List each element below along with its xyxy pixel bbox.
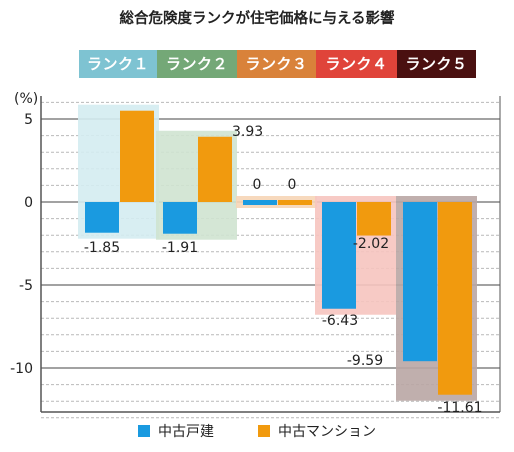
bar — [243, 200, 277, 205]
rank-label-2: ランク２ — [157, 50, 237, 78]
data-label: -11.61 — [437, 400, 482, 416]
data-label: 0 — [288, 177, 297, 193]
data-label: 0 — [253, 177, 262, 193]
bar — [357, 202, 391, 236]
legend: 中古戸建 中古マンション — [0, 421, 514, 441]
bar — [322, 202, 356, 309]
y-tick-label: 5 — [24, 112, 33, 128]
legend-swatch-detached-house — [138, 425, 150, 437]
rank-label-4: ランク４ — [316, 50, 397, 78]
data-label: -9.59 — [347, 353, 383, 369]
rank-label-3: ランク３ — [237, 50, 316, 78]
rank-label-5: ランク５ — [397, 50, 476, 78]
chart-title: 総合危険度ランクが住宅価格に与える影響 — [119, 11, 395, 27]
bar — [163, 202, 197, 234]
legend-swatch-condominium — [258, 425, 270, 437]
y-tick-label: 0 — [24, 195, 33, 211]
bar — [85, 202, 119, 233]
data-label: -1.85 — [84, 240, 120, 256]
bar — [120, 110, 154, 202]
legend-item-detached-house: 中古戸建 — [138, 421, 214, 441]
legend-label-detached-house: 中古戸建 — [158, 424, 214, 440]
data-label: -6.43 — [322, 313, 358, 329]
bar — [438, 202, 472, 395]
data-label: -1.91 — [162, 240, 198, 256]
y-tick-label: -10 — [10, 361, 33, 377]
legend-item-condominium: 中古マンション — [258, 421, 376, 441]
y-unit-label: (%) — [14, 91, 38, 107]
bar — [278, 200, 312, 205]
legend-label-condominium: 中古マンション — [278, 424, 376, 440]
y-tick-label: -5 — [19, 278, 33, 294]
rank-header: ランク１ ランク２ ランク３ ランク４ ランク５ — [79, 50, 476, 78]
data-label: 3.93 — [232, 124, 263, 140]
data-label: -2.02 — [353, 236, 389, 252]
bar — [403, 202, 437, 362]
rank-label-1: ランク１ — [79, 50, 157, 78]
bar — [198, 136, 232, 202]
